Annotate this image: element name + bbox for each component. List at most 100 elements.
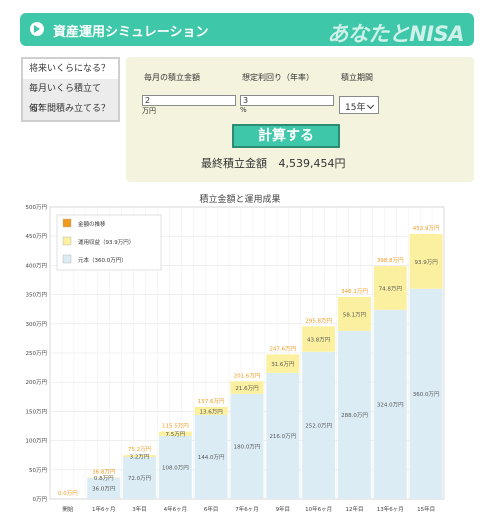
y-tick-label: 200万円 (26, 379, 48, 386)
bar-principal (373, 309, 407, 499)
gains-label: 31.6万円 (271, 361, 295, 368)
total-label: 36.8万円 (92, 469, 116, 476)
period-label: 積立期間 (341, 73, 373, 82)
legend-swatch (62, 254, 72, 264)
total-label: 398.8万円 (377, 257, 404, 264)
result: 最終積立金額 4,539,454円 (201, 155, 353, 171)
gains-label: 3.2万円 (130, 454, 150, 461)
bar-gains (194, 406, 228, 415)
y-tick-label: 350万円 (26, 292, 48, 299)
tab-future-value[interactable]: 将来いくらになる？ (23, 59, 118, 79)
bar-gains (409, 233, 443, 289)
bar-gains (373, 266, 407, 310)
principal-label: 36.0万円 (92, 485, 116, 492)
bar-principal (409, 288, 443, 499)
total-label: 295.8万円 (305, 317, 332, 324)
gains-label: 7.5万円 (165, 431, 185, 438)
bar-principal (337, 330, 371, 499)
total-label: 201.6万円 (234, 372, 261, 379)
x-tick-label: 6年目 (204, 505, 219, 513)
total-label: 247.6万円 (269, 345, 296, 352)
x-tick-label: 7年6ヶ月 (235, 505, 259, 513)
y-tick-label: 400万円 (26, 262, 48, 269)
bar-principal (123, 456, 157, 499)
x-tick-label: 9年目 (276, 505, 291, 513)
bar-gains (337, 296, 371, 331)
bar-principal (158, 435, 192, 499)
principal-label: 108.0万円 (162, 464, 189, 471)
legend-label: 元本（360.0万円） (78, 256, 127, 264)
bar-gains (302, 326, 336, 352)
chart-title: 積立金額と運用成果 (199, 195, 281, 205)
total-label: 0.0万円 (58, 490, 78, 497)
gains-label: 74.8万円 (379, 285, 403, 292)
mode-tabs: 将来いくらになる？ 毎月いくら積立てる？ 何年間積み立てる？ (21, 57, 120, 122)
result-value: 4,539,454円 (278, 157, 346, 170)
rate-label: 想定利回り（年率） (242, 73, 314, 82)
bar-gains (123, 455, 157, 457)
monthly-amount-input[interactable]: 2 (142, 95, 236, 106)
y-tick-label: 150万円 (26, 408, 48, 415)
principal-label: 216.0万円 (269, 433, 296, 440)
y-tick-label: 450万円 (26, 233, 48, 240)
principal-label: 144.0万円 (198, 454, 225, 461)
y-tick-label: 50万円 (29, 467, 47, 474)
y-tick-label: 100万円 (26, 438, 48, 445)
principal-label: 324.0万円 (377, 401, 404, 408)
monthly-unit: 万円 (142, 107, 156, 115)
monthly-amount-label: 毎月の積立金額 (144, 73, 200, 82)
total-label: 157.6万円 (198, 398, 225, 405)
calculate-button[interactable]: 計算する (232, 124, 340, 148)
rate-unit: % (240, 106, 247, 114)
legend-label: 運用収益（93.9万円） (78, 238, 134, 246)
legend-swatch (62, 236, 72, 246)
legend-swatch (62, 218, 72, 228)
gains-label: 93.9万円 (414, 259, 438, 266)
principal-label: 360.0万円 (413, 391, 440, 398)
tab-period[interactable]: 何年間積み立てる？ (29, 104, 111, 114)
bar-principal (302, 351, 336, 499)
bar-principal (266, 372, 300, 499)
tab-monthly-amount[interactable]: 毎月いくら積立てる？ (29, 84, 102, 114)
period-select-value: 15年 (345, 103, 366, 113)
app-title: 資産運用シミュレーション (53, 25, 209, 40)
app-header: 資産運用シミュレーション あなたとNISA (20, 13, 474, 46)
input-panel: 毎月の積立金額 想定利回り（年率） 積立期間 2 万円 3 % 15年 計算する… (126, 57, 474, 182)
x-tick-label: 12年目 (345, 505, 363, 513)
x-tick-label: 10年6ヶ月 (305, 505, 332, 513)
play-circle-icon (30, 22, 44, 36)
bar-gains (266, 354, 300, 373)
principal-label: 72.0万円 (128, 475, 152, 482)
brand-logo: あなたとNISA (327, 22, 464, 46)
principal-label: 288.0万円 (341, 412, 368, 419)
period-select[interactable]: 15年 (339, 96, 379, 114)
x-tick-label: 1年6ヶ月 (92, 505, 116, 513)
gains-label: 13.6万円 (200, 408, 224, 415)
gains-label: 43.8万円 (307, 337, 331, 344)
bar-principal (230, 393, 264, 499)
y-tick-label: 250万円 (26, 350, 48, 357)
bar-gains (230, 381, 264, 394)
rate-input[interactable]: 3 (240, 95, 334, 106)
total-label: 453.9万円 (413, 225, 440, 232)
x-tick-label: 4年6ヶ月 (164, 505, 188, 513)
x-tick-label: 開始 (62, 505, 74, 513)
total-label: 75.2万円 (128, 446, 152, 453)
y-tick-label: 0万円 (33, 496, 48, 503)
gains-label: 21.6万円 (235, 385, 259, 392)
x-tick-label: 15年目 (417, 505, 435, 513)
principal-label: 180.0万円 (234, 443, 261, 450)
legend-label: 金額の推移 (78, 220, 106, 228)
bar-gains (158, 431, 192, 436)
total-label: 346.1万円 (341, 288, 368, 295)
x-tick-label: 13年6ヶ月 (377, 505, 404, 513)
y-tick-label: 500万円 (26, 204, 48, 211)
bar-principal (194, 414, 228, 499)
x-tick-label: 3年目 (132, 505, 147, 513)
principal-label: 252.0万円 (305, 422, 332, 429)
bar-principal (87, 477, 121, 499)
gains-label: 58.1万円 (343, 311, 367, 318)
legend (56, 214, 162, 271)
result-label: 最終積立金額 (201, 157, 267, 170)
